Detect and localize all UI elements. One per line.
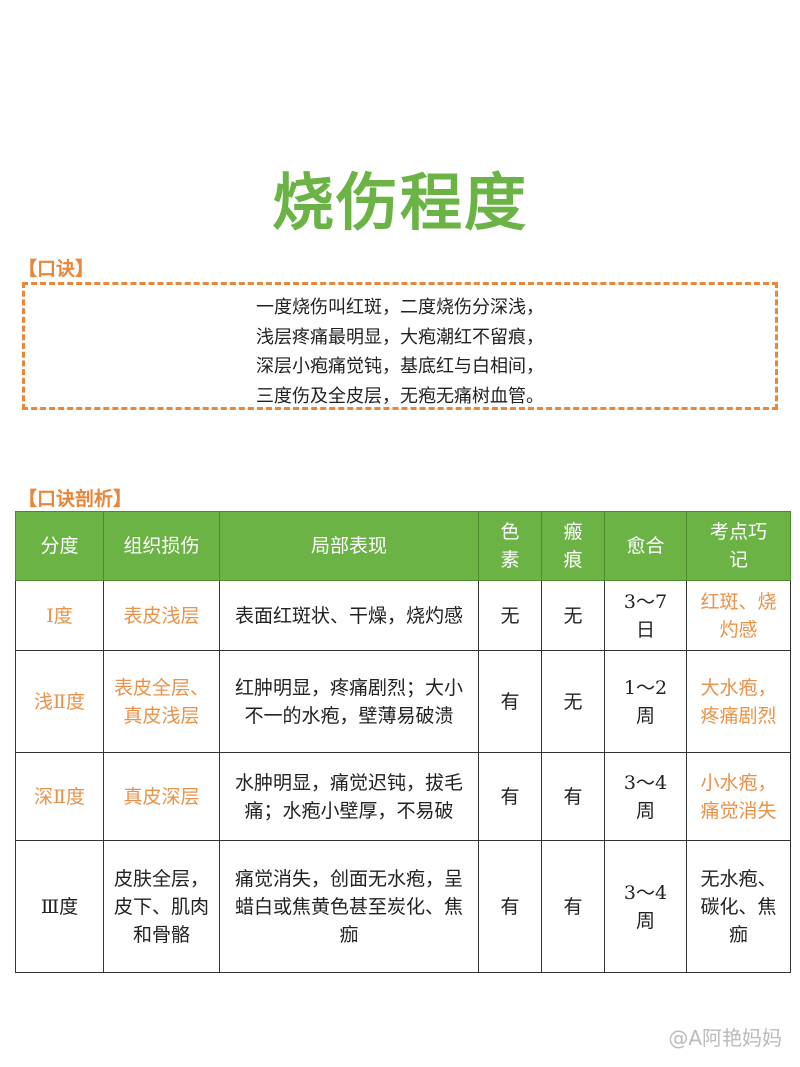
table-cell: 红斑、烧灼感 [686, 580, 791, 651]
table-cell: 有 [478, 840, 542, 973]
column-header: 愈合 [604, 511, 687, 581]
table-cell: 痛觉消失，创面无水疱，呈蜡白或焦黄色甚至炭化、焦痂 [219, 840, 479, 973]
rhyme-line: 深层小疱痛觉钝，基底红与白相间， [256, 356, 544, 377]
table-row: 浅Ⅱ度 表皮全层、真皮浅层 红肿明显，疼痛剧烈；大小不一的水疱，壁薄易破溃有无 1～2… [15, 650, 791, 753]
table-cell: 红肿明显，疼痛剧烈；大小不一的水疱，壁薄易破溃 [219, 650, 479, 753]
table-cell: 真皮深层 [103, 752, 220, 841]
table-cell: 3～4周 [604, 840, 687, 973]
column-header: 组织损伤 [103, 511, 220, 581]
table-cell: 表皮全层、真皮浅层 [103, 650, 220, 753]
table-cell: 表皮浅层 [103, 580, 220, 651]
table-cell: 皮肤全层，皮下、肌肉和骨骼 [103, 840, 220, 973]
column-header: 色素 [478, 511, 542, 581]
table-cell: 深Ⅱ度 [15, 752, 104, 841]
column-header: 局部表现 [219, 511, 479, 581]
column-header: 瘢痕 [541, 511, 605, 581]
table-row: 深Ⅱ度 真皮深层 水肿明显，痛觉迟钝，拔毛痛；水疱小壁厚，不易破有有 3～4周 小水疱，… [15, 752, 791, 841]
table-cell: 水肿明显，痛觉迟钝，拔毛痛；水疱小壁厚，不易破 [219, 752, 479, 841]
table-cell: 有 [478, 650, 542, 753]
table-row: Ⅰ度 表皮浅层 表面红斑状、干燥，烧灼感无无 3～7日 红斑、烧灼感 [15, 580, 791, 651]
table-cell: 有 [478, 752, 542, 841]
table-cell: 表面红斑状、干燥，烧灼感 [219, 580, 479, 651]
column-header: 考点巧记 [686, 511, 791, 581]
analysis-label: 【口诀剖析】 [18, 488, 133, 510]
table-cell: 有 [541, 752, 605, 841]
watermark: @A阿艳妈妈 [668, 1026, 782, 1050]
table-cell: 1～2周 [604, 650, 687, 753]
table-cell: 有 [541, 840, 605, 973]
rhyme-box: 一度烧伤叫红斑，二度烧伤分深浅， 浅层疼痛最明显，大疱潮红不留痕， 深层小疱痛觉… [22, 282, 778, 410]
table-cell: 3～7日 [604, 580, 687, 651]
table-cell: 无 [541, 580, 605, 651]
rhyme-line: 三度伤及全皮层，无疱无痛树血管。 [256, 385, 544, 407]
table-cell: 浅Ⅱ度 [15, 650, 104, 753]
table-cell: 3～4周 [604, 752, 687, 841]
table-cell: 小水疱，痛觉消失 [686, 752, 791, 841]
burn-degree-table: 分度 组织损伤 局部表现 色素 瘢痕 愈合 考点巧记 Ⅰ度 表皮浅层 表面红斑状、干燥，烧灼感无… [15, 511, 791, 973]
rhyme-label: 【口诀】 [18, 258, 95, 280]
rhyme-line: 浅层疼痛最明显，大疱潮红不留痕， [256, 326, 544, 348]
table-cell: Ⅲ度 [15, 840, 104, 973]
table-cell: Ⅰ度 [15, 580, 104, 651]
rhyme-line: 一度烧伤叫红斑，二度烧伤分深浅， [256, 297, 544, 318]
table-cell: 无水疱、碳化、焦痂 [686, 840, 791, 973]
table-cell: 大水疱，疼痛剧烈 [686, 650, 791, 753]
table-row: Ⅲ度 皮肤全层，皮下、肌肉和骨骼 痛觉消失，创面无水疱，呈蜡白或焦黄色甚至炭化、焦痂… [15, 840, 791, 973]
table-cell: 无 [541, 650, 605, 753]
table-cell: 无 [478, 580, 542, 651]
page-title: 烧伤程度 [271, 166, 528, 239]
column-header: 分度 [15, 511, 104, 581]
